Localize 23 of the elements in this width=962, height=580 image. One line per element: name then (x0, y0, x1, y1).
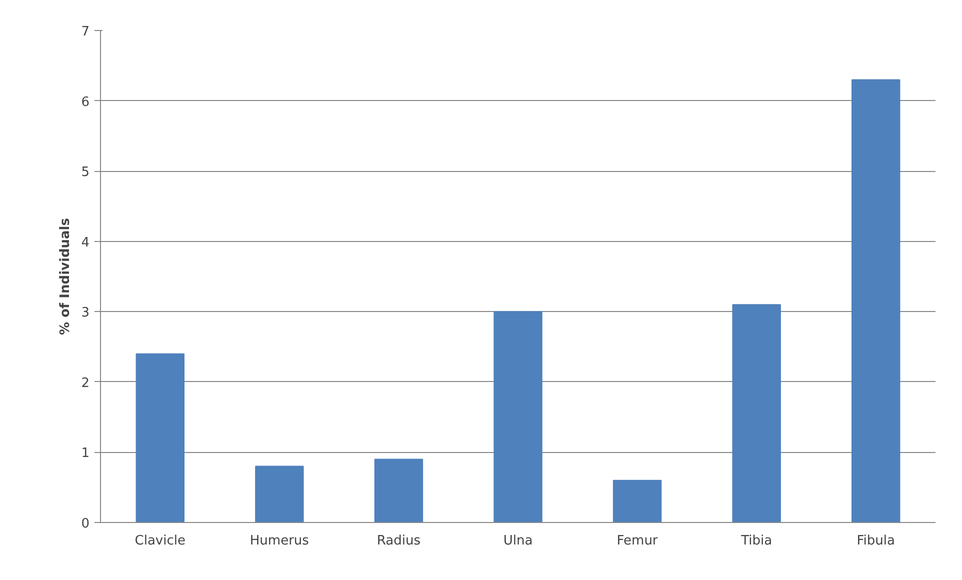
y-tick-label: 1 (81, 446, 90, 462)
y-tick-label: 5 (81, 165, 90, 180)
bar (612, 480, 662, 522)
y-tick-label: 0 (81, 516, 90, 532)
y-tick-label: 7 (81, 24, 90, 40)
x-tick-label: Tibia (740, 534, 772, 548)
bar (732, 304, 781, 522)
y-tick-label: 2 (81, 376, 90, 391)
y-tick-label: 3 (81, 306, 90, 321)
bar (374, 458, 424, 522)
bar (255, 466, 304, 522)
x-tick-label: Ulna (503, 534, 533, 548)
y-tick-label: 6 (81, 94, 90, 110)
x-tick-label: Radius (376, 534, 421, 548)
x-tick-label: Humerus (250, 534, 310, 548)
x-tick-label: Femur (616, 534, 658, 548)
bar (852, 79, 900, 522)
bar (136, 353, 184, 522)
y-tick-label: 4 (81, 235, 90, 250)
y-axis-title: % of Individuals (58, 218, 74, 335)
bar (494, 311, 542, 522)
x-tick-label: Clavicle (134, 534, 186, 548)
x-tick-label: Fibula (856, 534, 895, 548)
